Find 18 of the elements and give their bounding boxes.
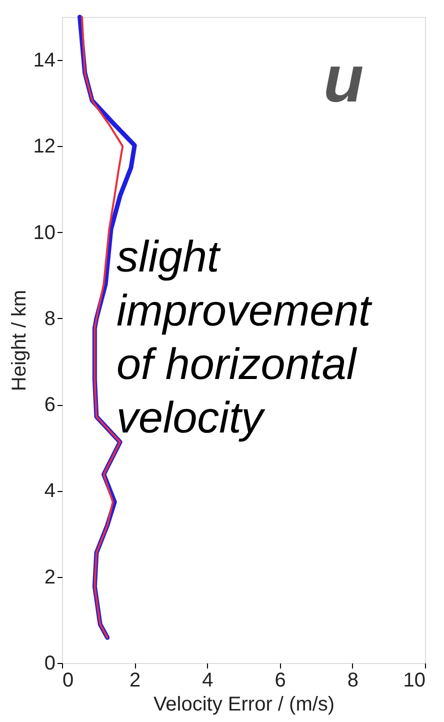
y-tick-label: 2 [44, 566, 56, 588]
x-axis-title: Velocity Error / (m/s) [153, 694, 335, 716]
y-axis-title: Height / km [8, 290, 30, 392]
x-tick-label: 10 [403, 670, 426, 692]
y-tick-label: 10 [33, 222, 56, 244]
annotation: u [323, 42, 364, 116]
x-tick-label: 0 [62, 670, 74, 692]
y-tick-label: 8 [44, 308, 56, 330]
y-tick-label: 6 [44, 394, 56, 416]
x-tick-label: 8 [347, 670, 358, 692]
x-tick-label: 2 [130, 670, 141, 692]
x-tick-label: 4 [202, 670, 214, 692]
x-tick-label: 6 [274, 670, 286, 692]
annotation: slight improvement of horizontal velocity [116, 232, 373, 443]
y-tick-label: 0 [44, 652, 56, 674]
y-tick-label: 14 [33, 50, 56, 72]
y-tick-label: 4 [44, 480, 56, 502]
y-tick-label: 12 [33, 136, 56, 158]
